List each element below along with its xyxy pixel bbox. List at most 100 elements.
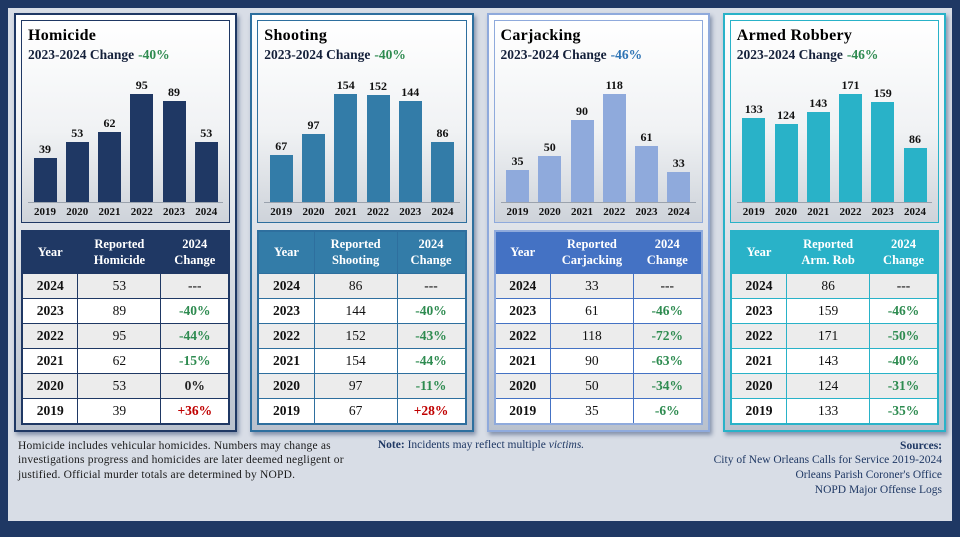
bar-column: 86 [900,132,930,202]
table-body: 2024 86 --- 2023 159 -46% 2022 171 -50% 2021 143 -4… [730,272,939,424]
bar-value-label: 143 [809,96,828,110]
change-cell: -40% [869,347,939,374]
bar [269,155,293,202]
x-axis-year-label: 2020 [775,206,797,218]
count-cell: 67 [313,397,398,424]
bar-column: 159 [868,86,898,202]
x-axis-year-label: 2023 [163,206,185,218]
x-axis-year-label: 2024 [431,206,454,218]
count-cell: 33 [549,272,634,299]
col-header-year: Year [730,230,788,274]
bar [162,101,186,202]
bar-column: 133 [739,102,769,202]
year-cell: 2022 [257,322,315,349]
bar-column: 171 [836,78,866,202]
table-row: 2020 97 -11% [257,372,467,399]
bar-column: 154 [331,78,361,202]
change-cell: -6% [632,397,703,424]
panel-carjacking: Carjacking 2023-2024 Change -46% 35 50 90 11… [486,13,710,432]
table-body: 2024 86 --- 2023 144 -40% 2022 152 -43% 2021 154 -4… [257,272,467,424]
year-cell: 2023 [730,297,788,324]
count-cell: 89 [77,297,162,324]
footer-note: Note: Incidents may reflect multiple vic… [370,439,629,451]
bar-value-label: 35 [511,154,524,168]
count-cell: 61 [549,297,634,324]
footer: Homicide includes vehicular homicides. N… [14,439,946,498]
x-axis-year-label: 2022 [839,206,862,218]
change-value: -40% [374,47,406,62]
change-line: 2023-2024 Change -40% [28,47,223,63]
bar [98,132,121,202]
footer-disclaimer: Homicide includes vehicular homicides. N… [18,439,344,482]
col-header-year: Year [21,230,79,274]
bar-column: 61 [632,130,662,202]
bar-chart: 67 97 154 152 144 86 [264,71,460,203]
year-cell: 2024 [494,272,551,299]
table-body: 2024 53 --- 2023 89 -40% 2022 95 -44% 2021 62 -15% 2… [21,272,230,424]
stats-table: Year Reported Homicide 2024 Change 2024 5… [21,230,231,425]
count-cell: 143 [786,347,871,374]
x-axis-year-label: 2020 [302,206,325,218]
bar [33,158,57,202]
bar-column: 53 [191,126,221,202]
year-cell: 2024 [257,272,315,299]
col-header-reported: Reported Homicide [77,230,162,274]
bar-value-label: 97 [307,118,320,132]
count-cell: 133 [786,397,871,424]
table-row: 2020 50 -34% [494,372,703,399]
change-cell: -43% [396,322,467,349]
stats-table: Year Reported Shooting 2024 Change 2024 8… [257,230,467,425]
change-value: -40% [138,47,170,62]
bar-value-label: 95 [135,78,148,92]
x-axis-year-label: 2020 [66,206,89,218]
change-cell: --- [869,272,939,299]
bar-column: 118 [599,78,629,202]
bar [602,94,626,202]
col-header-reported: Reported Arm. Rob [786,230,871,274]
change-cell: -15% [160,347,230,374]
count-cell: 118 [549,322,634,349]
bar [871,102,895,202]
change-cell: --- [396,272,467,299]
x-axis-labels: 2019 2020 2021 2022 2023 2024 [264,206,459,218]
chart-card: Armed Robbery 2023-2024 Change -46% 133 12… [729,20,939,223]
x-axis-year-label: 2022 [130,206,153,218]
table-row: 2024 86 --- [257,272,467,299]
source-line-1: City of New Orleans Calls for Service 20… [713,454,942,467]
change-cell: +36% [160,397,230,424]
change-cell: -31% [869,372,939,399]
change-label: 2023-2024 Change [500,47,607,62]
note-text: Incidents may reflect multiple [407,438,546,451]
bar [806,112,830,202]
count-cell: 144 [313,297,398,324]
table-row: 2019 39 +36% [21,397,230,424]
panel-shooting: Shooting 2023-2024 Change -40% 67 97 154 152… [250,13,474,432]
year-cell: 2021 [494,347,551,374]
x-axis-year-label: 2024 [667,206,690,218]
bar [570,120,594,202]
year-cell: 2023 [257,297,315,324]
table-row: 2019 35 -6% [494,397,703,424]
year-cell: 2019 [21,397,79,424]
year-cell: 2024 [21,272,79,299]
x-axis-year-label: 2024 [904,206,926,218]
bar [742,118,766,202]
x-axis-year-label: 2019 [506,206,529,218]
year-cell: 2021 [730,347,788,374]
bar-value-label: 152 [369,79,387,93]
count-cell: 154 [313,347,398,374]
source-line-3: NOPD Major Offense Logs [814,483,942,496]
bar-value-label: 61 [640,130,653,144]
year-cell: 2020 [21,372,79,399]
bar [65,142,89,202]
table-row: 2022 95 -44% [21,322,230,349]
bar-chart: 35 50 90 118 61 33 [500,71,696,203]
year-cell: 2020 [257,372,315,399]
change-cell: --- [632,272,703,299]
bar-value-label: 62 [103,116,116,130]
year-cell: 2019 [494,397,551,424]
table-row: 2021 154 -44% [257,347,467,374]
footer-sources: Sources: City of New Orleans Calls for S… [639,439,942,498]
change-cell: -63% [632,347,703,374]
change-cell: -11% [396,372,467,399]
